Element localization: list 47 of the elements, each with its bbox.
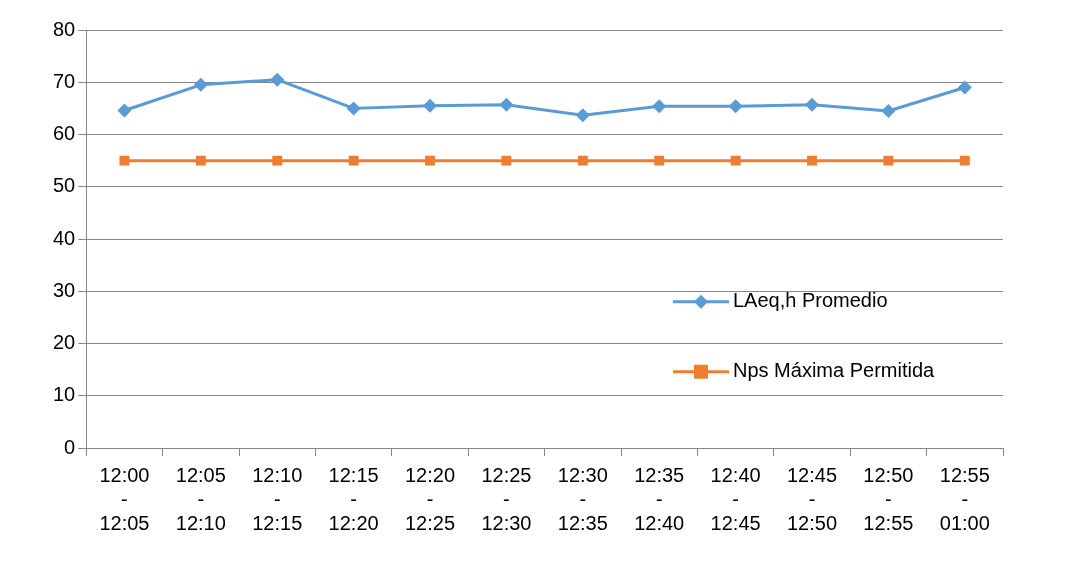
point <box>499 97 514 112</box>
x-tick-label: 12:20 - 12:25 <box>405 463 456 534</box>
point <box>728 99 743 114</box>
y-tick-label: 70 <box>53 69 76 92</box>
point <box>654 155 665 166</box>
point <box>270 72 285 87</box>
point <box>501 155 512 166</box>
point <box>195 155 206 166</box>
x-tick-label: 12:35 - 12:40 <box>634 463 685 534</box>
point <box>119 155 130 166</box>
y-tick-label: 50 <box>53 174 76 197</box>
point <box>652 99 667 114</box>
point <box>577 155 588 166</box>
point <box>575 108 590 123</box>
legend-label: LAeq,h Promedio <box>733 289 888 312</box>
y-tick-label: 30 <box>53 278 76 301</box>
y-tick-label: 10 <box>53 383 76 406</box>
point <box>117 103 132 118</box>
x-tick-label: 12:45 - 12:50 <box>786 463 838 534</box>
point <box>805 97 820 112</box>
point <box>883 155 894 166</box>
point <box>193 77 208 92</box>
y-tick-label: 40 <box>53 226 76 249</box>
point <box>272 155 283 166</box>
x-tick-label: 12:30 - 12:35 <box>557 463 608 534</box>
y-tick-label: 80 <box>53 17 76 40</box>
point <box>425 155 435 166</box>
y-tick-label: 20 <box>53 331 76 354</box>
x-tick-label: 12:10 - 12:15 <box>252 463 303 534</box>
y-tick-label: 0 <box>64 435 76 458</box>
point <box>807 155 817 166</box>
point <box>959 155 970 166</box>
y-tick-label: 60 <box>53 122 76 145</box>
x-tick-label: 12:15 - 12:20 <box>328 463 379 534</box>
x-tick-label: 12:40 - 12:45 <box>710 463 761 534</box>
legend-label: Nps Máxima Permitida <box>733 359 936 382</box>
x-tick-label: 12:50 - 12:55 <box>863 463 914 534</box>
x-tick-label: 12:25 - 12:30 <box>481 463 532 534</box>
point <box>730 155 741 166</box>
point <box>423 98 438 113</box>
x-tick-label: 12:05 - 12:10 <box>175 463 226 534</box>
point <box>881 103 896 118</box>
x-tick-label: 12:55 - 01:00 <box>939 463 990 534</box>
x-tick-label: 12:00 - 12:05 <box>99 463 150 534</box>
point <box>348 155 359 166</box>
point <box>957 80 972 95</box>
point <box>346 101 361 116</box>
